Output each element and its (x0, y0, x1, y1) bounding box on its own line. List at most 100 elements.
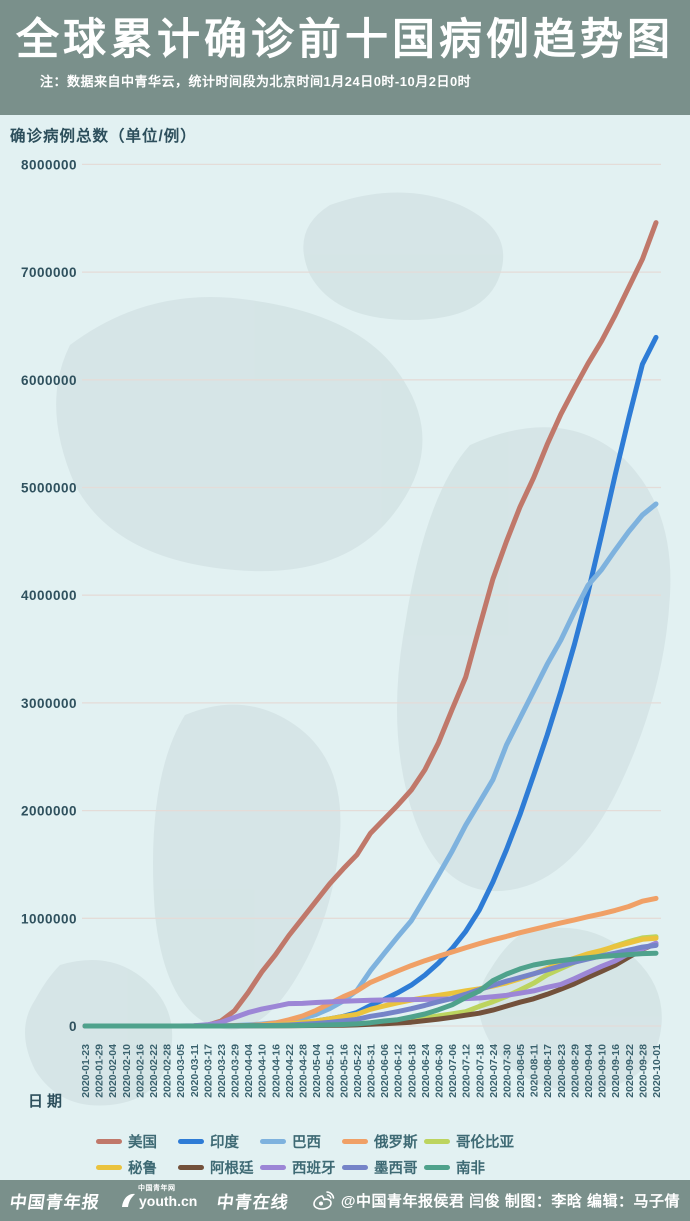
x-tick-label: 2020-05-10 (325, 1044, 337, 1098)
x-tick-label: 2020-02-10 (121, 1044, 133, 1098)
x-tick-label: 2020-03-23 (216, 1044, 228, 1098)
legend-label: 西班牙 (292, 1160, 336, 1177)
data-source-note: 注：数据来自中青华云，统计时间段为北京时间1月24日0时-10月2日0时 (40, 74, 472, 90)
y-tick-label: 1000000 (21, 911, 77, 926)
legend-label: 哥伦比亚 (456, 1134, 514, 1151)
x-tick-label: 2020-05-16 (338, 1044, 350, 1098)
y-axis-title: 确诊病例总数（单位/例） (10, 128, 197, 145)
legend-swatch (178, 1138, 204, 1144)
x-tick-label: 2020-09-22 (624, 1044, 636, 1098)
x-tick-label: 2020-01-23 (80, 1044, 92, 1098)
x-tick-label: 2020-03-05 (175, 1044, 187, 1098)
legend-swatch (424, 1138, 450, 1144)
legend-label: 印度 (210, 1134, 239, 1151)
legend-swatch (96, 1138, 122, 1144)
y-tick-label: 6000000 (21, 373, 77, 388)
legend-item-阿根廷: 阿根廷 (178, 1157, 260, 1178)
youth-cn-logo: 中国青年网 youth.cn (120, 1185, 198, 1209)
legend-item-哥伦比亚: 哥伦比亚 (424, 1131, 514, 1152)
x-tick-label: 2020-08-11 (529, 1044, 541, 1097)
weibo-icon (313, 1191, 335, 1210)
x-tick-label: 2020-08-05 (515, 1044, 527, 1098)
legend-swatch (260, 1138, 286, 1144)
legend-item-南非: 南非 (424, 1157, 506, 1178)
zhongqing-zaixian-logo: 中青在线 (215, 1193, 291, 1212)
series-line-南非 (82, 950, 659, 1029)
y-tick-label: 2000000 (21, 804, 77, 819)
chart-area: 0 1000000 2000000 3000000 4000000 5000000 6000… (0, 115, 690, 1180)
x-tick-label: 2020-02-28 (162, 1044, 174, 1098)
legend-item-秘鲁: 秘鲁 (96, 1157, 178, 1178)
x-tick-label: 2020-08-29 (569, 1044, 581, 1098)
x-tick-label: 2020-07-06 (447, 1044, 459, 1098)
youth-cn-badge: 中国青年网 (138, 1185, 176, 1192)
credit-line: @中国青年报侯君 闫俊 制图：李晗 编辑：马子倩 (313, 1190, 680, 1211)
legend-swatch (96, 1164, 122, 1170)
x-tick-label: 2020-03-17 (202, 1044, 214, 1098)
x-tick-label: 2020-07-12 (461, 1044, 473, 1098)
x-tick-label: 2020-10-01 (651, 1044, 663, 1098)
legend-swatch (178, 1164, 204, 1170)
x-tick-label: 2020-07-24 (488, 1044, 500, 1098)
y-tick-label: 0 (69, 1019, 77, 1034)
x-axis-title: 日期 (28, 1093, 67, 1110)
x-tick-label: 2020-06-30 (433, 1044, 445, 1098)
legend-swatch (342, 1164, 368, 1170)
legend-label: 巴西 (292, 1134, 321, 1151)
x-tick-label: 2020-03-29 (230, 1044, 242, 1098)
legend-item-巴西: 巴西 (260, 1131, 342, 1152)
legend-item-西班牙: 西班牙 (260, 1157, 342, 1178)
x-tick-label: 2020-04-22 (284, 1044, 296, 1098)
x-tick-label: 2020-05-04 (311, 1044, 323, 1098)
page-title: 全球累计确诊前十国病例趋势图 (16, 16, 674, 64)
x-tick-label: 2020-02-16 (134, 1044, 146, 1098)
legend-label: 阿根廷 (210, 1160, 254, 1177)
y-tick-label: 5000000 (21, 481, 77, 496)
legend-swatch (342, 1138, 368, 1144)
x-tick-label: 2020-08-23 (556, 1044, 568, 1098)
x-tick-label: 2020-06-12 (393, 1044, 405, 1098)
x-tick-label: 2020-06-06 (379, 1044, 391, 1098)
x-tick-label: 2020-04-10 (257, 1044, 269, 1098)
legend-swatch (260, 1164, 286, 1170)
legend-item-墨西哥: 墨西哥 (342, 1157, 424, 1178)
x-tick-label: 2020-04-16 (270, 1044, 282, 1098)
x-tick-label: 2020-01-29 (94, 1044, 106, 1098)
legend-item-印度: 印度 (178, 1131, 260, 1152)
legend-label: 墨西哥 (374, 1160, 418, 1177)
x-tick-label: 2020-09-28 (637, 1044, 649, 1098)
x-tick-label: 2020-09-16 (610, 1044, 622, 1098)
legend-swatch (424, 1164, 450, 1170)
y-tick-label: 7000000 (21, 265, 77, 280)
y-tick-label: 3000000 (21, 696, 77, 711)
x-tick-label: 2020-05-31 (366, 1044, 378, 1098)
x-tick-label: 2020-06-24 (420, 1044, 432, 1098)
x-tick-label: 2020-08-17 (542, 1044, 554, 1098)
x-tick-label: 2020-06-18 (406, 1044, 418, 1098)
y-tick-label: 8000000 (21, 157, 77, 172)
legend-item-俄罗斯: 俄罗斯 (342, 1131, 424, 1152)
x-tick-label: 2020-02-04 (107, 1044, 119, 1098)
header-banner: 全球累计确诊前十国病例趋势图 注：数据来自中青华云，统计时间段为北京时间1月24… (0, 0, 690, 115)
publisher-logos: 中国青年报 中国青年网 youth.cn 中青在线 (8, 1185, 291, 1213)
legend-label: 俄罗斯 (374, 1134, 418, 1151)
legend-item-美国: 美国 (96, 1131, 178, 1152)
chart-legend: 美国 印度 巴西 俄罗斯 哥伦比亚秘鲁 阿根廷 西班牙 墨西哥 南非 (96, 1128, 656, 1180)
footer-banner: 中国青年报 中国青年网 youth.cn 中青在线 @中国青年报侯君 闫俊 制图… (0, 1180, 690, 1221)
legend-label: 秘鲁 (128, 1160, 157, 1177)
legend-label: 美国 (128, 1134, 157, 1151)
zhongguo-qingnianbao-logo: 中国青年报 (8, 1193, 102, 1212)
x-tick-label: 2020-04-28 (298, 1044, 310, 1098)
youth-cn-url: youth.cn (139, 1193, 198, 1209)
x-tick-label: 2020-03-11 (189, 1044, 201, 1097)
x-tick-label: 2020-09-04 (583, 1044, 595, 1098)
x-tick-label: 2020-05-22 (352, 1044, 364, 1098)
x-tick-label: 2020-02-22 (148, 1044, 160, 1098)
trend-line-chart: 0 1000000 2000000 3000000 4000000 5000000 6000… (21, 157, 671, 1106)
legend-label: 南非 (456, 1160, 485, 1177)
y-tick-label: 4000000 (21, 588, 77, 603)
x-tick-label: 2020-07-18 (474, 1044, 486, 1098)
x-tick-label: 2020-07-30 (501, 1044, 513, 1098)
x-tick-label: 2020-09-10 (597, 1044, 609, 1098)
x-tick-label: 2020-04-04 (243, 1044, 255, 1098)
